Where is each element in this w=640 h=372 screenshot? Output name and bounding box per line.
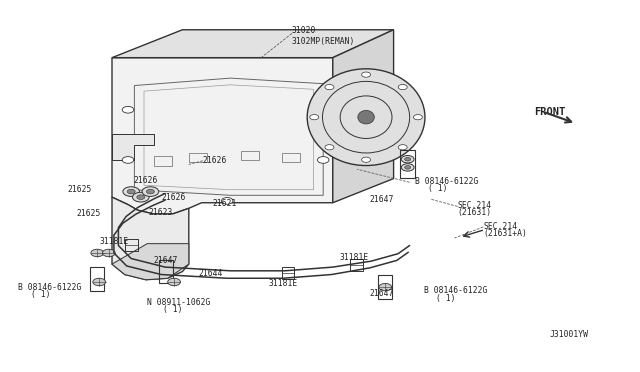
Text: B 08146-6122G: B 08146-6122G <box>18 283 81 292</box>
Text: ( 1): ( 1) <box>163 305 182 314</box>
Text: 31181E: 31181E <box>269 279 298 288</box>
Polygon shape <box>112 197 189 280</box>
Circle shape <box>379 283 392 291</box>
Circle shape <box>317 106 329 113</box>
Polygon shape <box>333 30 394 203</box>
Circle shape <box>401 164 414 171</box>
Ellipse shape <box>307 69 425 166</box>
Text: FRONT: FRONT <box>534 108 566 117</box>
Circle shape <box>413 115 422 120</box>
Circle shape <box>142 187 159 196</box>
Circle shape <box>362 157 371 162</box>
Text: (21631+A): (21631+A) <box>483 229 527 238</box>
Text: 21626: 21626 <box>162 193 186 202</box>
Circle shape <box>122 106 134 113</box>
Text: B 08146-6122G: B 08146-6122G <box>415 177 478 186</box>
Text: 21623: 21623 <box>148 208 173 217</box>
Text: 31020: 31020 <box>292 26 316 35</box>
Text: ( 1): ( 1) <box>436 294 456 303</box>
Circle shape <box>127 189 135 194</box>
Polygon shape <box>112 58 333 214</box>
Text: SEC.214: SEC.214 <box>458 201 492 210</box>
Circle shape <box>122 157 134 163</box>
Circle shape <box>362 72 371 77</box>
Text: 21625: 21625 <box>67 185 92 194</box>
Polygon shape <box>112 244 189 280</box>
Text: 31181E: 31181E <box>339 253 369 262</box>
Text: (21631): (21631) <box>458 208 492 217</box>
Circle shape <box>317 157 329 163</box>
Text: 21647: 21647 <box>370 195 394 203</box>
Text: SEC.214: SEC.214 <box>483 222 517 231</box>
Text: 21621: 21621 <box>212 199 237 208</box>
Text: 3102MP(REMAN): 3102MP(REMAN) <box>292 37 355 46</box>
Circle shape <box>147 189 154 194</box>
Text: 21625: 21625 <box>77 209 101 218</box>
Circle shape <box>102 249 115 257</box>
Text: B 08146-6122G: B 08146-6122G <box>424 286 487 295</box>
Circle shape <box>325 145 334 150</box>
Text: 21647: 21647 <box>370 289 394 298</box>
Circle shape <box>132 192 149 202</box>
Text: 21626: 21626 <box>203 156 227 165</box>
Circle shape <box>137 195 145 199</box>
Circle shape <box>310 115 319 120</box>
Circle shape <box>401 155 414 163</box>
Circle shape <box>325 84 334 90</box>
Circle shape <box>398 145 407 150</box>
Text: 21644: 21644 <box>198 269 223 278</box>
Circle shape <box>404 166 411 169</box>
Text: N 08911-1062G: N 08911-1062G <box>147 298 211 307</box>
Circle shape <box>91 249 104 257</box>
Polygon shape <box>112 134 154 160</box>
Circle shape <box>221 198 233 204</box>
Polygon shape <box>112 30 394 58</box>
Text: 31181E: 31181E <box>99 237 129 246</box>
Text: 21626: 21626 <box>133 176 157 185</box>
Text: 21647: 21647 <box>154 256 178 265</box>
Text: J31001YW: J31001YW <box>549 330 588 339</box>
Text: ( 1): ( 1) <box>428 185 447 193</box>
Circle shape <box>404 157 411 161</box>
Circle shape <box>168 278 180 286</box>
Circle shape <box>93 278 106 286</box>
Ellipse shape <box>358 110 374 124</box>
Text: ( 1): ( 1) <box>31 291 50 299</box>
Circle shape <box>398 84 407 90</box>
Circle shape <box>123 187 140 196</box>
